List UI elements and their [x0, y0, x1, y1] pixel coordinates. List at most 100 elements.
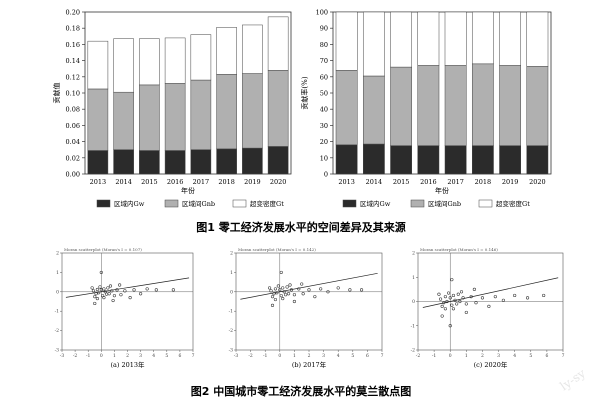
bar-segment — [471, 11, 494, 65]
scatter-point — [111, 298, 115, 303]
x-tick-label: 5 — [529, 353, 532, 359]
x-axis-label: 年份 — [435, 186, 449, 195]
x-tick-label: 5 — [165, 353, 168, 359]
x-tick-label: 1 — [293, 353, 296, 359]
scatter-point — [292, 299, 296, 304]
y-tick-label: 1 — [56, 270, 59, 276]
x-tick-label: 2018 — [218, 178, 235, 186]
y-tick-label: 0 — [324, 171, 328, 179]
bar-segment — [139, 38, 160, 86]
x-tick-label: 2017 — [447, 178, 464, 186]
bar-segment — [499, 65, 522, 146]
scatter-point — [440, 304, 444, 308]
x-tick-label: 3 — [139, 353, 142, 359]
x-tick-label: 2019 — [244, 178, 261, 186]
scatter-point — [278, 288, 282, 292]
watermark: ly-sy — [557, 366, 588, 393]
bar-segment — [362, 11, 385, 77]
scatter-point — [455, 302, 459, 306]
bar-segment — [242, 24, 263, 74]
y-tick-label: 0.08 — [66, 106, 80, 114]
scatter-point — [106, 286, 110, 290]
scatter-point — [448, 296, 452, 300]
y-tick-label: 30 — [320, 122, 328, 130]
scatter-point — [450, 278, 454, 282]
scatter-point — [456, 292, 460, 296]
scatter-point — [501, 298, 505, 302]
bar-segment — [139, 150, 160, 175]
x-tick-label: 0 — [100, 353, 103, 359]
bar-segment — [242, 147, 263, 175]
x-tick-label: 2016 — [167, 178, 184, 186]
scatter-point — [443, 295, 447, 299]
y-tick-label: 0.16 — [66, 41, 80, 49]
scatter-point — [307, 288, 311, 292]
x-tick-label: 2014 — [366, 178, 383, 186]
scatter-point — [513, 293, 517, 298]
scatter-point — [480, 296, 485, 300]
legend: 区域内Gw 区域间Gnb 超变密度Gt — [96, 199, 284, 208]
scatter-point — [98, 285, 102, 289]
bar-segment — [335, 11, 358, 71]
y-tick-label: 20 — [320, 138, 328, 146]
x-tick-label: 6 — [366, 353, 369, 359]
x-tick-label: 7 — [192, 353, 195, 359]
scatter-point — [104, 292, 109, 296]
y-tick-label: -2 — [411, 348, 416, 354]
bar-segment — [113, 38, 134, 93]
x-axis-label: 年份 — [181, 186, 195, 195]
moran-scatter-2020: Moran scatterplot (Moran's I = 0.146)-2-… — [411, 247, 565, 369]
scatter-point — [440, 314, 444, 318]
bar-segment — [335, 144, 358, 175]
y-tick-label: -1 — [229, 309, 234, 315]
x-tick-label: 2014 — [115, 178, 132, 186]
contribution-rate-chart: 0 10 20 30 40 50 60 70 80 90 100 2013 2014 2015 2016 20… — [300, 9, 552, 208]
legend-label: 区域间Gnb — [182, 199, 215, 208]
scatter-point — [95, 297, 99, 301]
y-tick-label: 0.10 — [66, 90, 80, 98]
x-tick-label: 2013 — [338, 178, 355, 186]
scatter-point — [326, 290, 330, 294]
bar-segment — [87, 88, 109, 151]
y-tick-label: 0.06 — [66, 122, 80, 130]
figure1-caption: 图1 零工经济发展水平的空间差异及其来源 — [196, 220, 405, 234]
scatter-point — [281, 297, 285, 301]
x-tick-label: 1 — [465, 353, 468, 359]
scatter-point — [459, 290, 464, 294]
scatter-point — [132, 288, 136, 292]
scatter-point — [285, 285, 289, 289]
x-tick-label: 6 — [178, 353, 181, 359]
bar-segment — [113, 149, 134, 175]
plot-frame — [235, 252, 383, 351]
x-tick-label: 2019 — [502, 178, 519, 186]
legend-swatch — [410, 199, 425, 208]
scatter-point — [272, 292, 276, 296]
scatter-point — [319, 287, 323, 291]
scatter-point — [102, 287, 106, 291]
bar-segment — [242, 73, 263, 149]
scatter-point — [273, 287, 277, 291]
y-tick-label: 0.04 — [66, 138, 80, 146]
legend-swatch — [96, 199, 111, 208]
bar-segment — [164, 150, 186, 175]
scatter-point — [443, 307, 447, 311]
bar-segment — [139, 84, 160, 151]
y-tick-label: 0 — [412, 299, 415, 305]
y-tick-label: 0.12 — [66, 73, 80, 81]
figure1: 0.00 0.02 0.04 0.06 0.08 0.10 0.12 0.14 0.16 0.18… — [52, 9, 552, 234]
scatter-point — [297, 287, 301, 291]
scatter-point — [171, 288, 175, 292]
bar-segment — [390, 66, 413, 146]
x-tick-label: 2017 — [193, 178, 210, 186]
x-tick-label: 2015 — [141, 178, 158, 186]
scatter-point — [99, 270, 103, 274]
bar-segment — [444, 145, 467, 175]
y-tick-label: 0 — [230, 289, 233, 295]
scatter-point — [438, 297, 443, 301]
scatter-point — [103, 290, 107, 294]
figure2: Moran scatterplot (Moran's I = 0.107)-3-… — [55, 247, 565, 398]
bar-segment — [335, 70, 358, 146]
bar-segment — [444, 65, 467, 146]
scatter-point — [451, 293, 456, 298]
scatter-point — [97, 291, 101, 295]
